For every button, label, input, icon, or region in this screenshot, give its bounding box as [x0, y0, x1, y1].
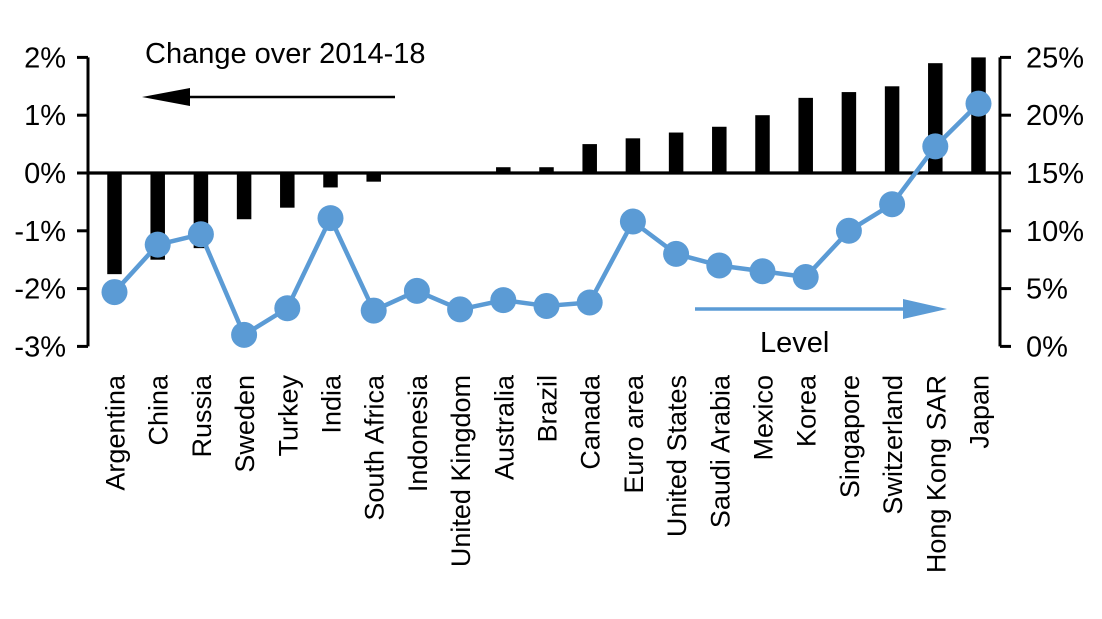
x-label-china: China	[144, 374, 174, 446]
line-series-layer	[101, 90, 992, 348]
marker-canada	[576, 289, 603, 316]
right-axis-tick-label: 20%	[1026, 100, 1084, 132]
x-label-korea: Korea	[792, 374, 822, 447]
bar-euro-area	[625, 138, 641, 173]
x-label-south-africa: South Africa	[360, 374, 390, 521]
marker-turkey	[274, 295, 301, 322]
bar-saudi-arabia	[712, 126, 727, 173]
x-label-saudi-arabia: Saudi Arabia	[705, 374, 735, 528]
marker-indonesia	[403, 277, 430, 304]
x-label-india: India	[317, 374, 347, 434]
x-axis-labels-layer: Argentina China Russia Sweden Turkey India Sou…	[101, 374, 995, 573]
x-label-canada: Canada	[576, 374, 606, 470]
marker-south-africa	[360, 297, 387, 324]
x-label-russia: Russia	[187, 374, 217, 458]
bar-switzerland	[884, 86, 900, 173]
marker-china	[144, 231, 171, 258]
marker-brazil	[533, 292, 560, 319]
axes-layer: 2% 1% 0% -1% -2% -3% 25% 20% 15% 10% 5% 0%	[14, 42, 1084, 363]
marker-hong-kong-sar	[922, 133, 949, 160]
bar-south-africa	[366, 173, 381, 182]
x-label-euro-area: Euro area	[619, 374, 649, 494]
bar-brazil	[539, 167, 554, 173]
x-label-sweden: Sweden	[230, 375, 260, 473]
marker-saudi-arabia	[706, 252, 733, 279]
marker-sweden	[231, 321, 258, 348]
marker-mexico	[749, 258, 776, 285]
left-axis-tick-label: -2%	[14, 274, 66, 306]
left-axis-tick-label: 0%	[24, 158, 66, 190]
bar-korea	[798, 97, 813, 173]
x-label-united-states: United States	[662, 375, 692, 537]
left-axis-tick-label: 2%	[24, 42, 66, 74]
x-label-hong-kong-sar: Hong Kong SAR	[921, 375, 951, 573]
right-axis-tick-label: 25%	[1026, 42, 1084, 74]
bar-series-title: Change over 2014-18	[145, 38, 426, 70]
bar-india	[323, 173, 338, 188]
bar-singapore	[841, 92, 857, 173]
marker-united-states	[663, 240, 690, 267]
marker-euro-area	[619, 208, 646, 235]
marker-argentina	[101, 279, 128, 306]
bar-sweden	[236, 173, 252, 220]
x-label-indonesia: Indonesia	[403, 374, 433, 492]
right-axis-tick-label: 0%	[1026, 331, 1068, 363]
x-label-turkey: Turkey	[273, 375, 303, 457]
right-axis-tick-label: 5%	[1026, 274, 1068, 306]
x-label-singapore: Singapore	[835, 375, 865, 498]
x-label-brazil: Brazil	[533, 375, 563, 443]
marker-singapore	[835, 217, 862, 244]
left-axis-tick-label: -3%	[14, 331, 66, 363]
x-label-australia: Australia	[489, 374, 519, 480]
marker-india	[317, 205, 344, 232]
marker-switzerland	[879, 191, 906, 218]
marker-japan	[965, 90, 992, 117]
bar-mexico	[755, 115, 770, 173]
marker-russia	[187, 221, 214, 248]
right-axis-tick-label: 15%	[1026, 158, 1084, 190]
left-arrow	[142, 88, 395, 106]
x-label-japan: Japan	[965, 375, 995, 449]
right-axis-tick-label: 10%	[1026, 216, 1084, 248]
bar-turkey	[280, 173, 295, 208]
left-axis-tick-label: -1%	[14, 216, 66, 248]
left-axis-tick-label: 1%	[24, 100, 66, 132]
line-series-title: Level	[760, 327, 829, 359]
bar-australia	[496, 167, 511, 173]
marker-australia	[490, 287, 517, 314]
bar-canada	[582, 144, 597, 173]
marker-united-kingdom	[447, 296, 474, 323]
bar-argentina	[107, 173, 122, 275]
x-label-argentina: Argentina	[101, 374, 131, 491]
x-label-united-kingdom: United Kingdom	[446, 375, 476, 567]
right-arrow	[695, 299, 947, 319]
x-label-switzerland: Switzerland	[878, 375, 908, 515]
bar-united-states	[668, 132, 684, 173]
x-label-mexico: Mexico	[749, 375, 779, 461]
marker-korea	[792, 264, 819, 291]
